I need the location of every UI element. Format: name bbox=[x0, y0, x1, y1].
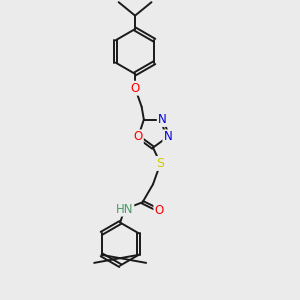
Text: HN: HN bbox=[116, 202, 134, 216]
Text: N: N bbox=[164, 130, 172, 143]
Text: O: O bbox=[130, 82, 140, 95]
Text: O: O bbox=[154, 204, 164, 217]
Text: N: N bbox=[158, 113, 167, 126]
Text: O: O bbox=[134, 130, 143, 143]
Text: S: S bbox=[157, 157, 164, 170]
